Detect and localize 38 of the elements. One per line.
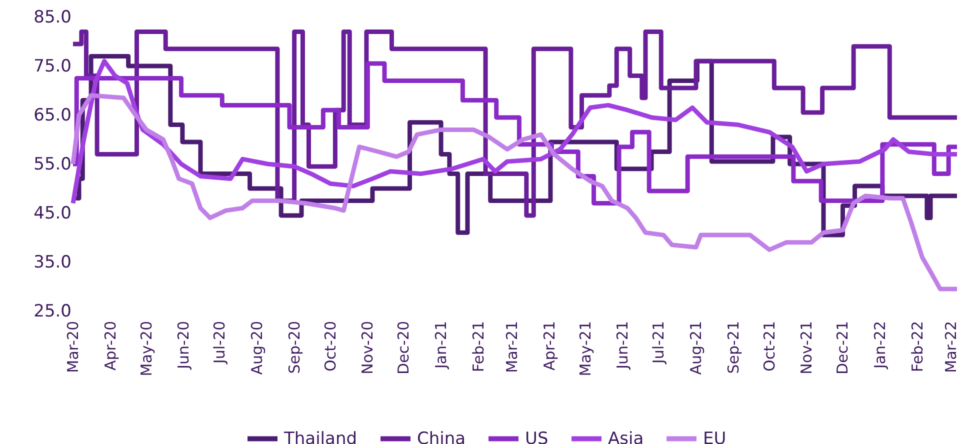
y-tick-label: 65.0 [34,106,72,126]
x-tick-label: Sep-20 [285,321,304,374]
x-tick-label: Jun-20 [174,321,193,370]
y-tick-label: 45.0 [34,204,72,224]
x-tick-label: Oct-20 [321,321,340,372]
legend-label: Thailand [283,428,358,444]
y-tick-label: 35.0 [34,252,72,272]
x-tick-label: Apr-21 [540,321,558,370]
x-tick-label: Feb-21 [469,321,488,372]
x-tick-label: Nov-21 [798,321,816,374]
x-tick-label: Oct-21 [760,321,778,372]
x-tick-label: Dec-20 [394,321,413,375]
x-tick-label: Jun-21 [614,321,632,370]
x-tick-label: May-20 [137,321,156,376]
x-tick-label: Nov-20 [358,321,377,374]
x-tick-label: Aug-21 [687,321,706,375]
legend-label: US [525,428,548,444]
x-tick-label: Mar-20 [64,321,82,373]
x-tick-label: Jan-22 [871,321,890,370]
x-tick-label: Apr-20 [101,321,120,370]
x-tick-label: Jul-20 [210,321,229,365]
x-tick-label: Feb-22 [908,321,926,372]
x-tick-label: Aug-20 [248,321,266,375]
y-tick-label: 55.0 [34,154,72,174]
legend-label: Asia [608,428,644,444]
x-tick-label: Jul-21 [650,321,668,365]
x-tick-label: Mar-22 [942,321,959,373]
x-tick-label: Jan-21 [432,321,450,370]
x-tick-label: Mar-21 [502,321,521,373]
x-tick-label: Dec-21 [834,321,852,375]
y-tick-label: 25.0 [34,302,72,322]
y-tick-label: 85.0 [34,8,72,28]
legend-label: China [417,428,466,444]
y-tick-label: 75.0 [34,56,72,76]
legend-label: EU [703,428,726,444]
x-tick-label: Sep-21 [724,321,742,374]
x-tick-label: May-21 [576,321,594,376]
line-series [70,93,959,292]
